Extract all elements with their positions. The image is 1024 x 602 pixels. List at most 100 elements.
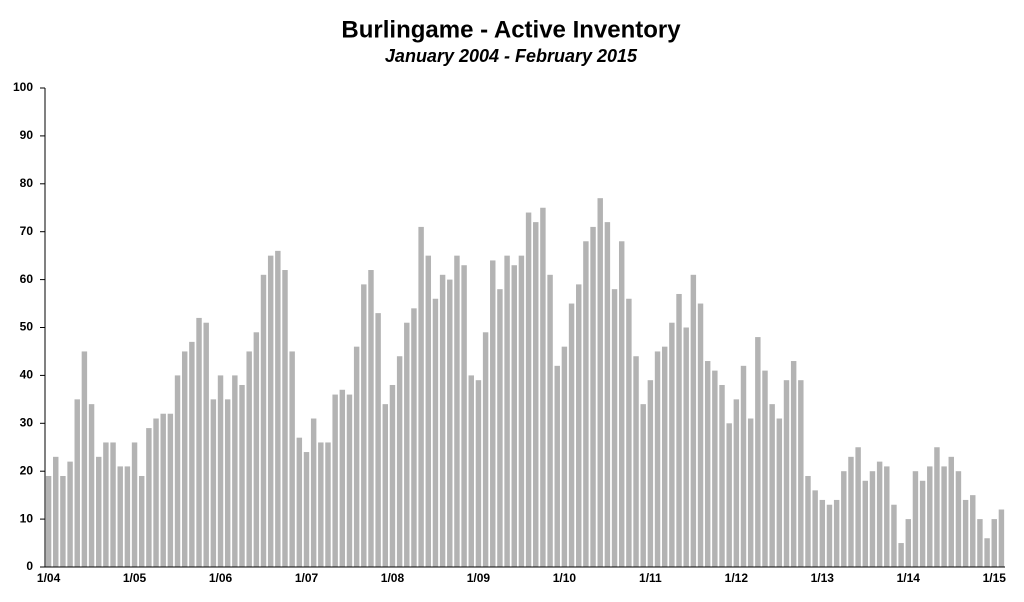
bar — [697, 303, 704, 567]
bar — [497, 289, 503, 567]
bar — [726, 423, 732, 567]
bar — [640, 404, 646, 567]
bar — [447, 279, 453, 567]
bar — [131, 442, 138, 567]
bar — [60, 475, 66, 567]
chart-title: Burlingame - Active Inventory — [341, 16, 681, 43]
bar — [518, 255, 525, 567]
y-tick-label: 100 — [13, 80, 33, 94]
bar — [138, 475, 145, 567]
x-tick-label: 1/15 — [983, 571, 1007, 585]
bar — [740, 365, 747, 567]
bar — [848, 456, 854, 567]
bar — [683, 327, 689, 567]
bar — [525, 212, 532, 568]
bar — [325, 442, 331, 567]
bar — [432, 298, 439, 567]
bar — [769, 404, 775, 567]
bar — [962, 499, 969, 567]
y-tick-label: 20 — [20, 463, 34, 477]
bar — [919, 480, 926, 567]
x-tick-label: 1/05 — [123, 571, 147, 585]
bar — [747, 418, 754, 567]
x-tick-label: 1/04 — [37, 571, 61, 585]
bar — [210, 399, 217, 567]
bar — [267, 255, 274, 567]
x-tick-label: 1/12 — [725, 571, 749, 585]
bar — [984, 538, 990, 567]
bar — [253, 332, 260, 567]
x-tick-label: 1/09 — [467, 571, 491, 585]
bar — [346, 394, 353, 567]
bar — [439, 274, 446, 567]
bar — [604, 222, 611, 567]
bar — [948, 456, 954, 567]
bar — [124, 466, 131, 567]
y-tick-label: 30 — [20, 415, 34, 429]
bar — [647, 380, 654, 567]
bar — [232, 375, 238, 567]
bar — [303, 452, 310, 567]
bar — [841, 471, 847, 567]
bar — [318, 442, 324, 567]
bar — [425, 255, 432, 567]
bar — [339, 389, 346, 567]
bar — [203, 322, 209, 567]
bar — [382, 404, 389, 567]
bar — [461, 265, 467, 567]
bar — [955, 471, 962, 567]
bar — [654, 351, 661, 567]
bar — [712, 370, 718, 567]
bar — [468, 375, 474, 567]
x-tick-label: 1/14 — [897, 571, 921, 585]
bar — [181, 351, 188, 567]
bar — [45, 475, 52, 567]
x-tick-label: 1/13 — [811, 571, 835, 585]
bar — [891, 504, 897, 567]
bar — [927, 466, 933, 567]
chart-subtitle: January 2004 - February 2015 — [385, 46, 638, 66]
bar — [189, 341, 195, 567]
bar — [282, 270, 288, 567]
bar — [977, 519, 983, 567]
bar — [884, 466, 890, 567]
bar — [368, 270, 374, 567]
bar — [160, 413, 166, 567]
bar — [74, 399, 80, 567]
bar — [826, 504, 833, 567]
bar — [941, 466, 947, 567]
bar — [583, 241, 589, 567]
x-tick-label: 1/06 — [209, 571, 233, 585]
bar — [332, 394, 338, 567]
bar — [633, 356, 639, 567]
bar — [411, 308, 417, 567]
bar — [905, 519, 912, 567]
bar — [704, 361, 711, 567]
bar — [224, 399, 231, 567]
bar — [110, 442, 116, 567]
bar — [661, 346, 668, 567]
bar — [196, 317, 202, 567]
bar — [361, 284, 367, 567]
bar — [970, 495, 976, 567]
bar — [103, 442, 109, 567]
bar — [375, 313, 381, 567]
bar — [353, 346, 360, 567]
bar — [53, 456, 59, 567]
bar — [790, 361, 797, 567]
bar — [533, 222, 539, 567]
bar — [289, 351, 295, 567]
bar — [146, 428, 152, 567]
bar — [762, 370, 768, 567]
bar — [898, 543, 904, 567]
bar — [217, 375, 224, 567]
bar — [504, 255, 510, 567]
bar — [783, 380, 790, 567]
bar — [676, 293, 682, 567]
bar — [576, 284, 582, 567]
bar — [246, 351, 252, 567]
y-tick-label: 10 — [20, 511, 34, 525]
y-tick-label: 40 — [20, 368, 34, 382]
bar — [547, 274, 553, 567]
bar — [819, 499, 826, 567]
